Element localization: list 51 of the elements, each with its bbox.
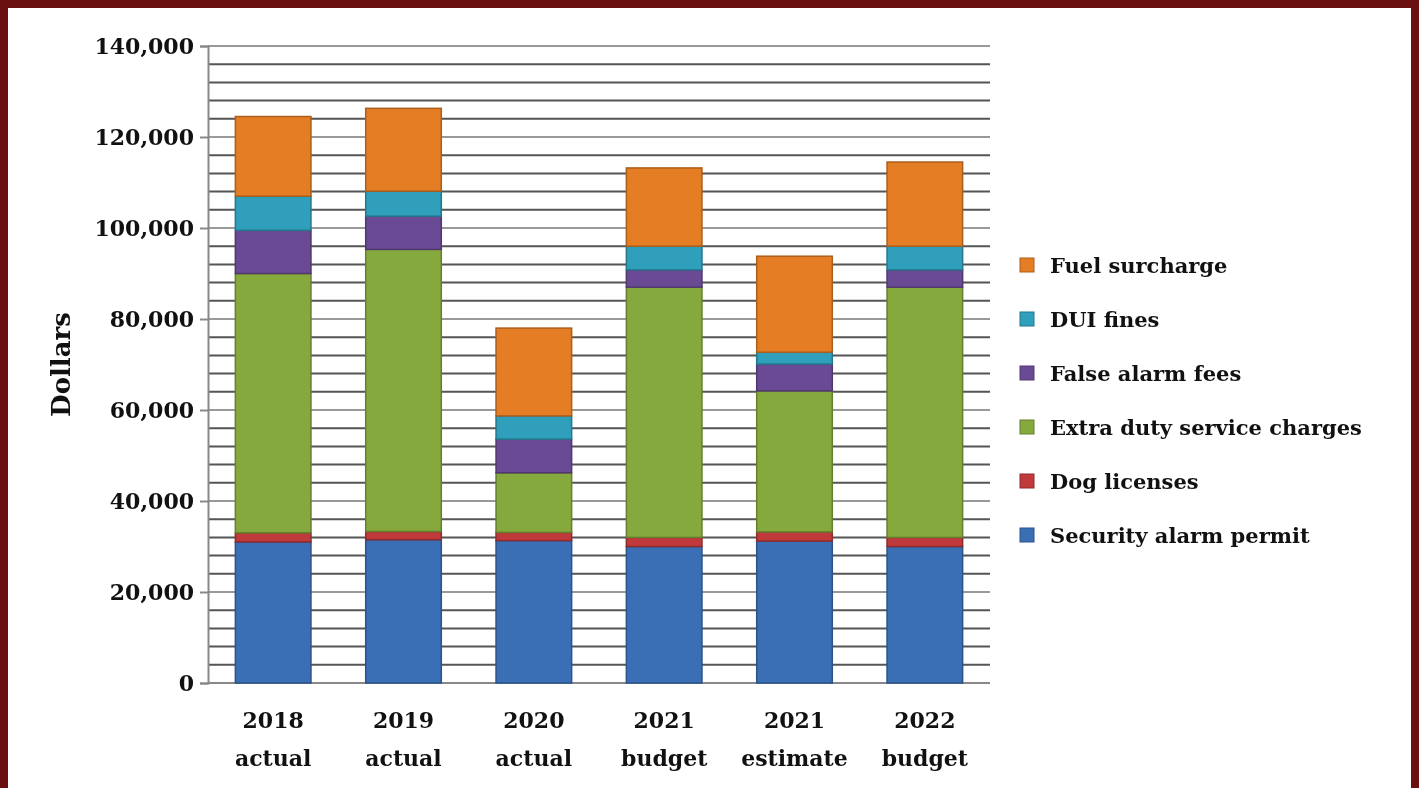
bar xyxy=(495,539,573,684)
legend-label: False alarm fees xyxy=(1050,361,1242,386)
bar xyxy=(234,195,312,232)
bar xyxy=(625,167,703,247)
y-tick-label: 100,000 xyxy=(94,214,194,241)
bar xyxy=(886,545,964,684)
y-tick-label: 140,000 xyxy=(94,32,194,59)
bar xyxy=(886,245,964,271)
bar xyxy=(886,269,964,288)
legend-label: Fuel surcharge xyxy=(1050,253,1228,278)
bar xyxy=(625,286,703,539)
bar xyxy=(495,472,573,534)
bar xyxy=(755,390,834,533)
bar xyxy=(364,215,443,251)
bar xyxy=(755,363,834,392)
y-tick-label: 20,000 xyxy=(109,578,194,605)
bar xyxy=(755,351,834,365)
x-tick-label: 2021 budget xyxy=(621,707,709,771)
bar xyxy=(364,107,443,192)
bar xyxy=(886,286,964,539)
bar xyxy=(886,161,964,247)
bar xyxy=(364,538,443,684)
x-tick-label: 2019 actual xyxy=(365,707,442,771)
bar xyxy=(755,255,834,353)
bar xyxy=(234,229,312,275)
legend-label: Dog licenses xyxy=(1050,469,1199,494)
legend-label: DUI fines xyxy=(1050,307,1160,332)
y-tick-label: 60,000 xyxy=(109,396,194,423)
bar xyxy=(364,190,443,217)
bar xyxy=(495,438,573,474)
y-tick-label: 80,000 xyxy=(109,305,194,332)
bar xyxy=(495,415,573,440)
x-tick-label: 2022 budget xyxy=(881,707,969,771)
bar xyxy=(234,272,312,534)
bar xyxy=(364,248,443,533)
legend-label: Extra duty service charges xyxy=(1050,415,1362,440)
y-tick-label: 0 xyxy=(178,669,194,696)
y-tick-label: 120,000 xyxy=(94,123,194,150)
bar xyxy=(625,245,703,271)
y-axis-title: Dollars xyxy=(46,312,76,417)
bar xyxy=(755,540,834,684)
bar xyxy=(625,545,703,684)
x-tick-label: 2021 estimate xyxy=(741,707,848,771)
bar xyxy=(495,327,573,417)
bar xyxy=(234,115,312,197)
y-tick-label: 40,000 xyxy=(109,487,194,514)
legend-label: Security alarm permit xyxy=(1050,523,1310,548)
bar xyxy=(625,269,703,288)
x-tick-label: 2020 actual xyxy=(495,707,573,771)
bar xyxy=(234,541,312,684)
x-tick-label: 2018 actual xyxy=(234,707,312,771)
